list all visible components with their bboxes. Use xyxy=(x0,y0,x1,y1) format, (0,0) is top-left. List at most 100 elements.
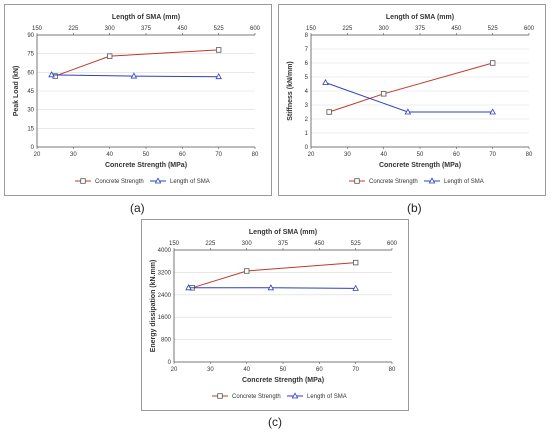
x2-tick-label: 450 xyxy=(177,26,188,32)
data-point-concrete-strength xyxy=(380,91,387,97)
y-tick-label: 800 xyxy=(161,338,172,344)
y-tick-label: 1 xyxy=(305,131,309,137)
x-tick-label: 40 xyxy=(380,152,387,158)
x-tick-label: 70 xyxy=(352,367,359,373)
y-tick-label: 45 xyxy=(27,89,34,95)
x-tick-label: 80 xyxy=(389,367,396,373)
x-axis-title: Concrete Strength (MPa) xyxy=(379,162,461,169)
x2-tick-label: 150 xyxy=(32,26,43,32)
x-tick-label: 30 xyxy=(207,367,214,373)
y-axis-title: Stiffness (kN/mm) xyxy=(287,61,294,121)
y-tick-label: 75 xyxy=(27,52,34,58)
x2-axis-title: Length of SMA (mm) xyxy=(112,14,180,21)
x-tick-label: 60 xyxy=(453,152,460,158)
data-point-concrete-strength xyxy=(243,268,250,274)
x2-tick-label: 300 xyxy=(242,241,253,247)
x-tick-label: 30 xyxy=(70,152,77,158)
x2-tick-label: 300 xyxy=(105,26,116,32)
caption-b: (b) xyxy=(407,201,422,215)
legend-label: Length of SMA xyxy=(444,179,484,185)
chart-panel-c: 0 800 1600 2400 3200 4000 20 30 40 50 60 70 80 150 225… xyxy=(141,219,409,411)
x2-axis-title: Length of SMA (mm) xyxy=(386,14,454,21)
y-tick-label: 15 xyxy=(27,126,34,132)
y-tick-label: 2 xyxy=(305,117,309,123)
chart-panel-b: 0 1 2 3 4 5 6 7 8 20 30 40 50 60 70 80 150 225 300 375 450 52… xyxy=(278,4,546,196)
y-tick-label: 90 xyxy=(27,33,34,39)
chart-c-svg: 0 800 1600 2400 3200 4000 20 30 40 50 60 70 80 150 225… xyxy=(150,229,398,400)
x-tick-label: 20 xyxy=(171,367,178,373)
y-tick-label: 4000 xyxy=(158,248,172,254)
legend-swatch-marker xyxy=(354,178,360,184)
legend-swatch-marker xyxy=(428,177,436,184)
caption-a: (a) xyxy=(130,201,145,215)
y-axis-title: Peak Load (kN) xyxy=(13,66,20,117)
legend-label: Length of SMA xyxy=(170,179,210,185)
chart-a-svg: 0 15 30 45 60 75 90 20 30 40 50 60 70 80 150 225 300 375 4… xyxy=(13,14,261,185)
x2-tick-label: 225 xyxy=(68,26,79,32)
y-tick-label: 60 xyxy=(27,70,34,76)
x2-tick-label: 375 xyxy=(415,26,426,32)
x2-tick-label: 150 xyxy=(306,26,317,32)
caption-c: (c) xyxy=(268,415,282,429)
data-point-concrete-strength xyxy=(326,109,332,115)
data-point-length-of-sma xyxy=(215,73,222,80)
series-line-concrete-strength xyxy=(329,62,493,113)
y-tick-label: 4 xyxy=(305,89,309,95)
data-point-length-of-sma xyxy=(130,72,138,79)
y-tick-label: 0 xyxy=(31,145,35,151)
x2-tick-label: 225 xyxy=(342,26,353,32)
data-point-length-of-sma xyxy=(404,108,412,115)
legend-swatch-marker xyxy=(154,177,162,184)
y-tick-label: 3 xyxy=(305,103,309,109)
x2-tick-label: 600 xyxy=(524,26,535,32)
x-tick-label: 60 xyxy=(179,152,186,158)
legend-label: Concrete Strength xyxy=(95,179,144,185)
x-tick-label: 40 xyxy=(243,367,250,373)
legend-swatch-marker xyxy=(217,393,223,399)
x2-tick-label: 450 xyxy=(451,26,462,32)
data-point-length-of-sma xyxy=(185,284,192,291)
legend-label: Concrete Strength xyxy=(369,179,418,185)
x-tick-label: 60 xyxy=(316,367,323,373)
x-tick-label: 50 xyxy=(280,367,287,373)
y-tick-label: 30 xyxy=(27,108,34,114)
data-point-length-of-sma xyxy=(48,71,55,78)
x2-tick-label: 450 xyxy=(314,241,325,247)
x-tick-label: 30 xyxy=(344,152,351,158)
x2-tick-label: 300 xyxy=(379,26,390,32)
x-tick-label: 40 xyxy=(106,152,113,158)
y-tick-label: 5 xyxy=(305,75,309,81)
x-tick-label: 70 xyxy=(215,152,222,158)
chart-b-svg: 0 1 2 3 4 5 6 7 8 20 30 40 50 60 70 80 150 225 300 375 450 52… xyxy=(287,14,535,185)
y-tick-label: 0 xyxy=(305,145,309,151)
x-tick-label: 20 xyxy=(34,152,41,158)
y-tick-label: 8 xyxy=(305,33,309,39)
x-tick-label: 80 xyxy=(252,152,259,158)
legend-label: Length of SMA xyxy=(307,394,347,400)
data-point-length-of-sma xyxy=(322,78,329,85)
data-point-length-of-sma xyxy=(352,284,359,291)
x-tick-label: 50 xyxy=(143,152,150,158)
x2-tick-label: 150 xyxy=(169,241,180,247)
x-tick-label: 20 xyxy=(308,152,315,158)
data-point-concrete-strength xyxy=(215,47,222,53)
x2-tick-label: 600 xyxy=(250,26,261,32)
chart-panel-a: 0 15 30 45 60 75 90 20 30 40 50 60 70 80 150 225 300 375 4… xyxy=(4,4,272,196)
x-axis-title: Concrete Strength (MPa) xyxy=(105,162,187,169)
x2-tick-label: 525 xyxy=(214,26,225,32)
data-point-concrete-strength xyxy=(352,259,359,266)
legend-swatch-marker xyxy=(291,392,299,399)
y-tick-label: 2400 xyxy=(158,293,172,299)
x2-tick-label: 225 xyxy=(205,241,216,247)
x2-tick-label: 600 xyxy=(387,241,398,247)
x-tick-label: 50 xyxy=(417,152,424,158)
x-tick-label: 80 xyxy=(526,152,533,158)
x-axis-title: Concrete Strength (MPa) xyxy=(242,377,324,384)
legend-swatch-marker xyxy=(80,178,86,184)
series-line-concrete-strength xyxy=(192,262,356,289)
x2-tick-label: 375 xyxy=(278,241,289,247)
legend-label: Concrete Strength xyxy=(232,394,281,400)
data-point-length-of-sma xyxy=(489,108,496,115)
x2-axis-title: Length of SMA (mm) xyxy=(249,229,317,236)
x2-tick-label: 525 xyxy=(351,241,362,247)
